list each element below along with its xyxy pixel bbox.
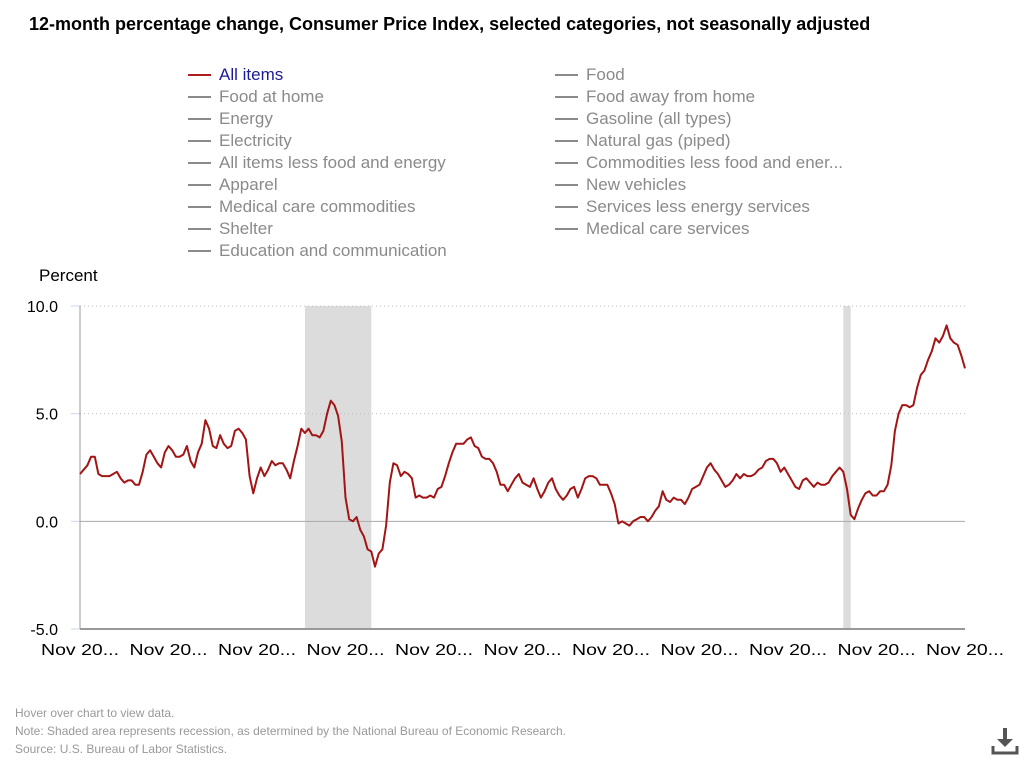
legend-item[interactable]: All items less food and energy xyxy=(188,152,446,174)
legend-line-icon xyxy=(555,73,578,76)
x-tick-label: Nov 20... xyxy=(395,642,473,659)
x-tick-label: Nov 20... xyxy=(572,642,650,659)
legend-line-icon xyxy=(555,95,578,98)
legend-line-icon xyxy=(555,139,578,142)
x-tick-label: Nov 20... xyxy=(484,642,562,659)
legend-label: Food xyxy=(586,65,625,84)
legend-item[interactable]: Education and communication xyxy=(188,240,447,262)
source-note: Source: U.S. Bureau of Labor Statistics. xyxy=(15,742,228,756)
legend-label: Commodities less food and ener... xyxy=(586,153,844,172)
legend-line-icon xyxy=(555,161,578,164)
x-tick-label: Nov 20... xyxy=(218,642,296,659)
legend-item[interactable]: New vehicles xyxy=(555,174,686,196)
x-tick-label: Nov 20... xyxy=(926,642,1004,659)
y-tick-label: 5.0 xyxy=(36,407,58,424)
legend-item[interactable]: Commodities less food and ener... xyxy=(555,152,843,174)
legend-item[interactable]: Medical care commodities xyxy=(188,196,416,218)
legend-line-icon xyxy=(188,183,211,186)
recession-band xyxy=(304,306,372,629)
legend-item[interactable]: Apparel xyxy=(188,174,278,196)
legend-label: Services less energy services xyxy=(586,197,810,216)
chart-plot[interactable]: 10.0 5.0 0.0 -5.0 Nov 20... Nov 20... Nov 20..… xyxy=(0,0,1024,700)
y-axis-label: Percent xyxy=(39,266,98,285)
download-button[interactable] xyxy=(990,726,1020,756)
hover-hint: Hover over chart to view data. xyxy=(15,706,175,720)
legend-label: Gasoline (all types) xyxy=(586,109,732,128)
legend-label: Electricity xyxy=(219,131,292,150)
legend-item[interactable]: Gasoline (all types) xyxy=(555,108,732,130)
legend-line-icon xyxy=(188,73,211,76)
legend-item[interactable]: Natural gas (piped) xyxy=(555,130,731,152)
legend-label: Apparel xyxy=(219,175,278,194)
legend-label: All items xyxy=(219,65,284,84)
series-line-all-items xyxy=(79,324,966,568)
x-tick-label: Nov 20... xyxy=(749,642,827,659)
legend-label: New vehicles xyxy=(586,175,687,194)
legend-item[interactable]: Medical care services xyxy=(555,218,749,240)
legend-label: Natural gas (piped) xyxy=(586,131,731,150)
legend-line-icon xyxy=(188,161,211,164)
legend-line-icon xyxy=(188,139,211,142)
y-tick-label: -5.0 xyxy=(30,622,58,639)
chart-title: 12-month percentage change, Consumer Pri… xyxy=(29,14,871,34)
recession-note: Note: Shaded area represents recession, … xyxy=(15,724,566,738)
y-tick-label: 0.0 xyxy=(36,514,58,531)
legend-line-icon xyxy=(188,249,211,252)
legend-label: Medical care services xyxy=(586,219,750,238)
legend-line-icon xyxy=(188,95,211,98)
legend-line-icon xyxy=(188,205,211,208)
legend-label: Energy xyxy=(219,109,273,128)
legend-line-icon xyxy=(188,227,211,230)
legend-item[interactable]: Services less energy services xyxy=(555,196,810,218)
x-tick-label: Nov 20... xyxy=(41,642,119,659)
legend-line-icon xyxy=(555,117,578,120)
legend-line-icon xyxy=(555,205,578,208)
download-icon xyxy=(991,728,1019,755)
legend-line-icon xyxy=(188,117,211,120)
legend-label: Education and communication xyxy=(219,241,447,260)
y-tick-label: 10.0 xyxy=(27,299,58,316)
x-tick-label: Nov 20... xyxy=(130,642,208,659)
x-tick-label: Nov 20... xyxy=(307,642,385,659)
legend-item[interactable]: Food xyxy=(555,64,625,86)
x-tick-label: Nov 20... xyxy=(838,642,916,659)
recession-band xyxy=(843,306,851,629)
legend-label: Medical care commodities xyxy=(219,197,416,216)
legend-label: Food at home xyxy=(219,87,324,106)
legend-item[interactable]: Energy xyxy=(188,108,273,130)
legend-label: Food away from home xyxy=(586,87,756,106)
legend-item[interactable]: Shelter xyxy=(188,218,273,240)
legend-item[interactable]: Food at home xyxy=(188,86,324,108)
legend-line-icon xyxy=(555,227,578,230)
x-tick-label: Nov 20... xyxy=(661,642,739,659)
legend-label: Shelter xyxy=(219,219,273,238)
legend-item[interactable]: All items xyxy=(188,64,283,86)
legend-line-icon xyxy=(555,183,578,186)
legend-item[interactable]: Food away from home xyxy=(555,86,755,108)
legend-label: All items less food and energy xyxy=(219,153,446,172)
footer: Hover over chart to view data. Note: Sha… xyxy=(15,704,566,758)
legend-item[interactable]: Electricity xyxy=(188,130,292,152)
